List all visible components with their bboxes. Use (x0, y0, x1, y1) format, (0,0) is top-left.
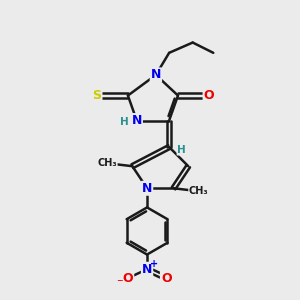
Text: O: O (123, 272, 133, 285)
Text: N: N (142, 263, 152, 276)
Text: S: S (92, 89, 101, 102)
Text: H: H (177, 145, 186, 155)
Text: ⁻: ⁻ (116, 277, 123, 290)
Text: H: H (120, 117, 129, 127)
Text: O: O (204, 89, 214, 102)
Text: +: + (150, 259, 158, 269)
Text: N: N (151, 68, 161, 81)
Text: N: N (132, 114, 142, 127)
Text: CH₃: CH₃ (98, 158, 117, 168)
Text: N: N (142, 182, 152, 195)
Text: CH₃: CH₃ (189, 186, 208, 196)
Text: O: O (161, 272, 172, 285)
